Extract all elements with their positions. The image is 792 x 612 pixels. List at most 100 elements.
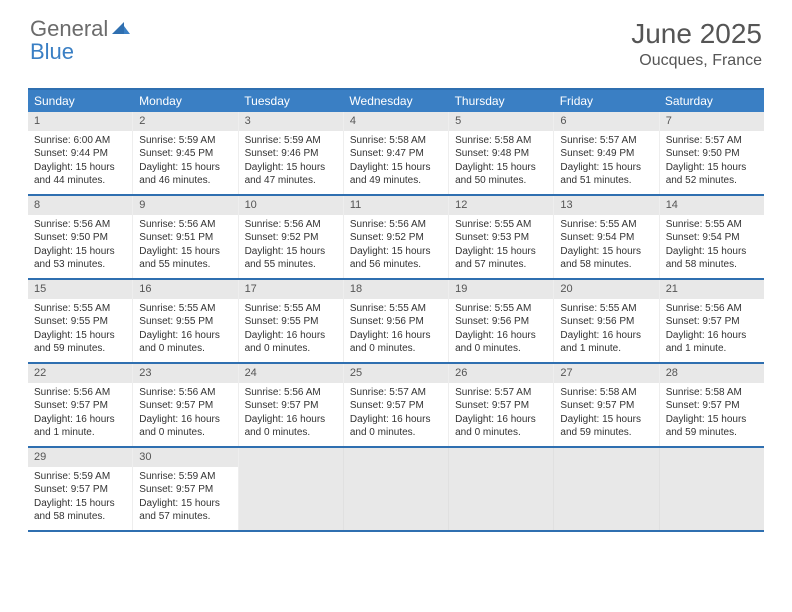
day-cell: 9Sunrise: 5:56 AMSunset: 9:51 PMDaylight… [133, 196, 238, 278]
day-line-d1: Daylight: 15 hours [350, 161, 442, 175]
day-line-d1: Daylight: 16 hours [245, 413, 337, 427]
day-line-ss: Sunset: 9:57 PM [666, 399, 758, 413]
day-line-d1: Daylight: 15 hours [139, 245, 231, 259]
day-line-sr: Sunrise: 5:56 AM [666, 302, 758, 316]
day-line-d1: Daylight: 16 hours [139, 413, 231, 427]
page-header: General Blue June 2025 Oucques, France [0, 0, 792, 78]
day-body: Sunrise: 5:56 AMSunset: 9:52 PMDaylight:… [239, 215, 343, 277]
day-number: 30 [133, 448, 237, 467]
day-line-sr: Sunrise: 5:58 AM [455, 134, 547, 148]
day-line-sr: Sunrise: 5:55 AM [560, 218, 652, 232]
day-body: Sunrise: 5:56 AMSunset: 9:57 PMDaylight:… [239, 383, 343, 445]
day-line-sr: Sunrise: 5:59 AM [139, 470, 231, 484]
day-body: Sunrise: 5:58 AMSunset: 9:57 PMDaylight:… [554, 383, 658, 445]
day-number: 10 [239, 196, 343, 215]
day-cell: 16Sunrise: 5:55 AMSunset: 9:55 PMDayligh… [133, 280, 238, 362]
day-line-sr: Sunrise: 5:56 AM [139, 386, 231, 400]
day-line-ss: Sunset: 9:55 PM [139, 315, 231, 329]
month-title: June 2025 [631, 18, 762, 50]
day-line-ss: Sunset: 9:52 PM [245, 231, 337, 245]
day-line-d2: and 44 minutes. [34, 174, 126, 188]
day-cell: 11Sunrise: 5:56 AMSunset: 9:52 PMDayligh… [344, 196, 449, 278]
day-number: 18 [344, 280, 448, 299]
day-line-d2: and 59 minutes. [34, 342, 126, 356]
day-number: 8 [28, 196, 132, 215]
day-line-d1: Daylight: 15 hours [245, 245, 337, 259]
location-label: Oucques, France [631, 52, 762, 70]
day-number: 7 [660, 112, 764, 131]
day-number: 1 [28, 112, 132, 131]
day-line-d2: and 1 minute. [666, 342, 758, 356]
day-cell: 24Sunrise: 5:56 AMSunset: 9:57 PMDayligh… [239, 364, 344, 446]
day-body: Sunrise: 5:59 AMSunset: 9:45 PMDaylight:… [133, 131, 237, 193]
day-line-d2: and 53 minutes. [34, 258, 126, 272]
day-line-sr: Sunrise: 5:56 AM [350, 218, 442, 232]
brand-part1: General [30, 16, 108, 41]
day-line-ss: Sunset: 9:57 PM [666, 315, 758, 329]
day-line-ss: Sunset: 9:57 PM [245, 399, 337, 413]
day-cell: 26Sunrise: 5:57 AMSunset: 9:57 PMDayligh… [449, 364, 554, 446]
day-cell: 5Sunrise: 5:58 AMSunset: 9:48 PMDaylight… [449, 112, 554, 194]
day-line-ss: Sunset: 9:56 PM [350, 315, 442, 329]
day-cell: 28Sunrise: 5:58 AMSunset: 9:57 PMDayligh… [660, 364, 764, 446]
day-line-d1: Daylight: 15 hours [560, 161, 652, 175]
day-line-sr: Sunrise: 5:56 AM [245, 386, 337, 400]
day-line-d1: Daylight: 15 hours [34, 329, 126, 343]
day-cell: 14Sunrise: 5:55 AMSunset: 9:54 PMDayligh… [660, 196, 764, 278]
weekday-header: Thursday [449, 90, 554, 112]
day-number: 21 [660, 280, 764, 299]
day-line-d1: Daylight: 16 hours [350, 413, 442, 427]
day-number: 3 [239, 112, 343, 131]
day-line-sr: Sunrise: 5:59 AM [245, 134, 337, 148]
day-body: Sunrise: 5:59 AMSunset: 9:57 PMDaylight:… [28, 467, 132, 529]
day-cell: 25Sunrise: 5:57 AMSunset: 9:57 PMDayligh… [344, 364, 449, 446]
day-line-ss: Sunset: 9:56 PM [455, 315, 547, 329]
day-body: Sunrise: 5:57 AMSunset: 9:50 PMDaylight:… [660, 131, 764, 193]
weeks-container: 1Sunrise: 6:00 AMSunset: 9:44 PMDaylight… [28, 112, 764, 532]
day-line-d1: Daylight: 16 hours [455, 413, 547, 427]
day-line-d2: and 0 minutes. [455, 426, 547, 440]
day-line-sr: Sunrise: 5:57 AM [560, 134, 652, 148]
day-body: Sunrise: 5:55 AMSunset: 9:55 PMDaylight:… [133, 299, 237, 361]
day-number: 4 [344, 112, 448, 131]
day-line-ss: Sunset: 9:57 PM [34, 399, 126, 413]
logo-sail-icon [110, 20, 130, 41]
day-cell: 10Sunrise: 5:56 AMSunset: 9:52 PMDayligh… [239, 196, 344, 278]
day-line-ss: Sunset: 9:48 PM [455, 147, 547, 161]
day-number: 12 [449, 196, 553, 215]
day-line-ss: Sunset: 9:54 PM [666, 231, 758, 245]
day-line-d2: and 0 minutes. [455, 342, 547, 356]
day-body: Sunrise: 5:58 AMSunset: 9:57 PMDaylight:… [660, 383, 764, 445]
day-number: 24 [239, 364, 343, 383]
day-line-sr: Sunrise: 5:56 AM [34, 386, 126, 400]
day-line-d1: Daylight: 15 hours [455, 161, 547, 175]
day-line-sr: Sunrise: 5:58 AM [560, 386, 652, 400]
day-line-d2: and 0 minutes. [139, 426, 231, 440]
day-line-d2: and 49 minutes. [350, 174, 442, 188]
day-number: 14 [660, 196, 764, 215]
day-cell: 1Sunrise: 6:00 AMSunset: 9:44 PMDaylight… [28, 112, 133, 194]
day-line-d2: and 58 minutes. [560, 258, 652, 272]
day-body: Sunrise: 5:58 AMSunset: 9:48 PMDaylight:… [449, 131, 553, 193]
day-line-sr: Sunrise: 5:55 AM [455, 218, 547, 232]
day-cell: 2Sunrise: 5:59 AMSunset: 9:45 PMDaylight… [133, 112, 238, 194]
day-line-ss: Sunset: 9:53 PM [455, 231, 547, 245]
weekday-header: Sunday [28, 90, 133, 112]
empty-day-cell [660, 448, 764, 530]
day-line-d1: Daylight: 15 hours [560, 245, 652, 259]
day-line-sr: Sunrise: 5:59 AM [139, 134, 231, 148]
day-line-d1: Daylight: 16 hours [560, 329, 652, 343]
day-number: 26 [449, 364, 553, 383]
day-cell: 3Sunrise: 5:59 AMSunset: 9:46 PMDaylight… [239, 112, 344, 194]
day-line-d2: and 0 minutes. [350, 426, 442, 440]
day-line-sr: Sunrise: 5:58 AM [666, 386, 758, 400]
day-line-ss: Sunset: 9:57 PM [455, 399, 547, 413]
week-row: 8Sunrise: 5:56 AMSunset: 9:50 PMDaylight… [28, 196, 764, 280]
day-line-d2: and 59 minutes. [560, 426, 652, 440]
day-line-d2: and 58 minutes. [34, 510, 126, 524]
day-line-ss: Sunset: 9:55 PM [245, 315, 337, 329]
day-body: Sunrise: 5:59 AMSunset: 9:57 PMDaylight:… [133, 467, 237, 529]
day-body: Sunrise: 5:55 AMSunset: 9:54 PMDaylight:… [554, 215, 658, 277]
day-body: Sunrise: 5:55 AMSunset: 9:53 PMDaylight:… [449, 215, 553, 277]
day-line-d1: Daylight: 15 hours [139, 497, 231, 511]
